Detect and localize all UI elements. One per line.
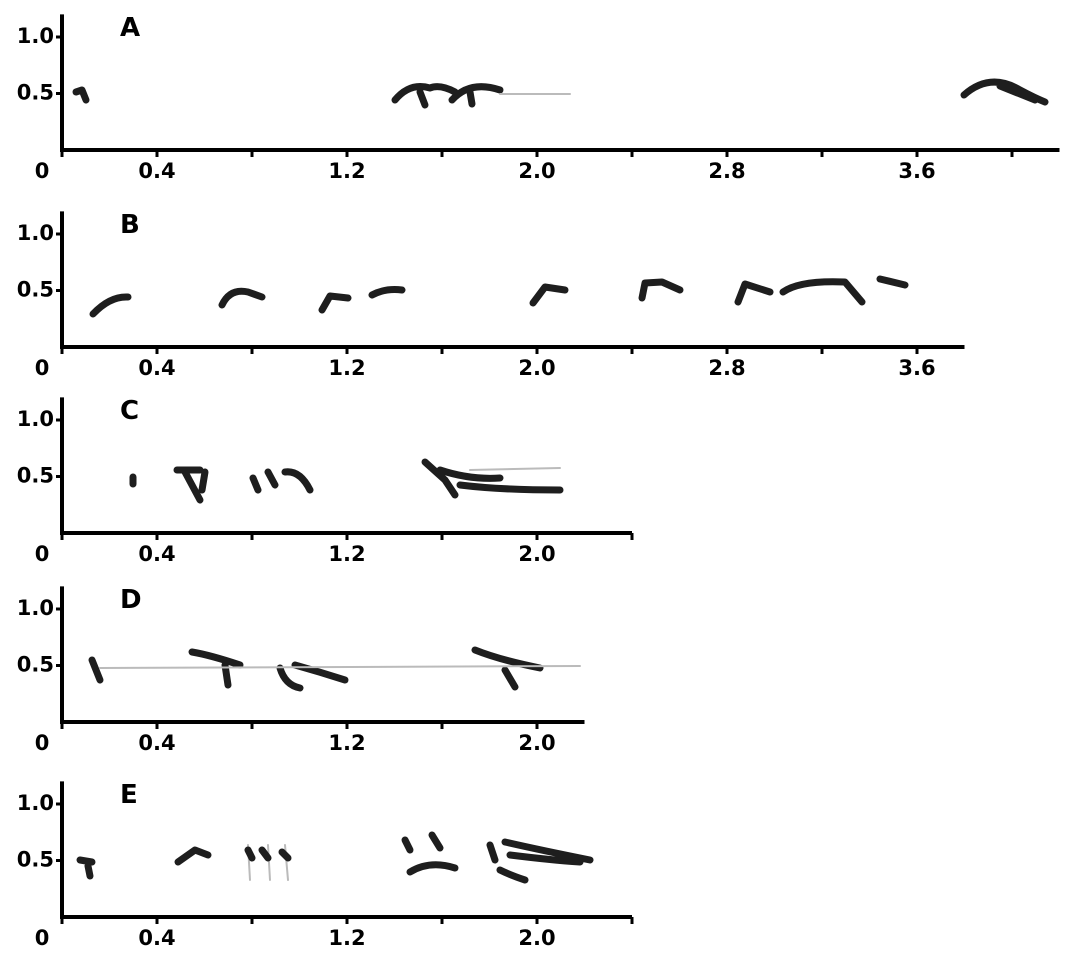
- y-tick-label: 1.0: [17, 791, 54, 815]
- x-tick-label: 3.6: [898, 159, 935, 183]
- x-tick-label: 2.8: [708, 356, 745, 380]
- x-tick-label: 0: [35, 542, 50, 566]
- spectrogram-traces: [76, 82, 1045, 880]
- x-tick-label: 1.2: [328, 731, 365, 755]
- panel-label: E: [120, 780, 138, 810]
- y-tick-label: 0.5: [17, 653, 54, 677]
- y-tick-label: 0.5: [17, 81, 54, 105]
- x-tick-label: 0: [35, 159, 50, 183]
- panel-label: D: [120, 585, 142, 615]
- y-tick-label: 1.0: [17, 24, 54, 48]
- x-tick-label: 2.0: [518, 159, 555, 183]
- panel-label: B: [120, 210, 140, 240]
- x-tick-label: 1.2: [328, 542, 365, 566]
- y-tick-label: 0.5: [17, 848, 54, 872]
- panel-label: A: [120, 13, 140, 43]
- y-tick-label: 1.0: [17, 596, 54, 620]
- x-tick-label: 0: [35, 926, 50, 950]
- x-tick-label: 2.0: [518, 731, 555, 755]
- x-tick-label: 0.4: [138, 542, 175, 566]
- x-tick-label: 0.4: [138, 356, 175, 380]
- x-tick-label: 0: [35, 731, 50, 755]
- figure: A 0.5 1.0 0 0.4 1.2 2.0 2.8 3.6 B 0.5 1.0 0 0.4 1.2 2.0…: [0, 0, 1066, 954]
- y-tick-label: 1.0: [17, 407, 54, 431]
- x-tick-label: 2.0: [518, 926, 555, 950]
- x-tick-label: 1.2: [328, 159, 365, 183]
- y-tick-label: 1.0: [17, 221, 54, 245]
- y-tick-label: 0.5: [17, 464, 54, 488]
- x-tick-label: 0.4: [138, 926, 175, 950]
- x-tick-label: 2.8: [708, 159, 745, 183]
- x-tick-label: 0.4: [138, 159, 175, 183]
- x-tick-label: 0.4: [138, 731, 175, 755]
- x-tick-label: 2.0: [518, 542, 555, 566]
- y-tick-label: 0.5: [17, 278, 54, 302]
- x-tick-label: 0: [35, 356, 50, 380]
- x-tick-label: 1.2: [328, 356, 365, 380]
- x-tick-label: 2.0: [518, 356, 555, 380]
- panel-label: C: [120, 396, 139, 426]
- x-tick-label: 1.2: [328, 926, 365, 950]
- x-tick-label: 3.6: [898, 356, 935, 380]
